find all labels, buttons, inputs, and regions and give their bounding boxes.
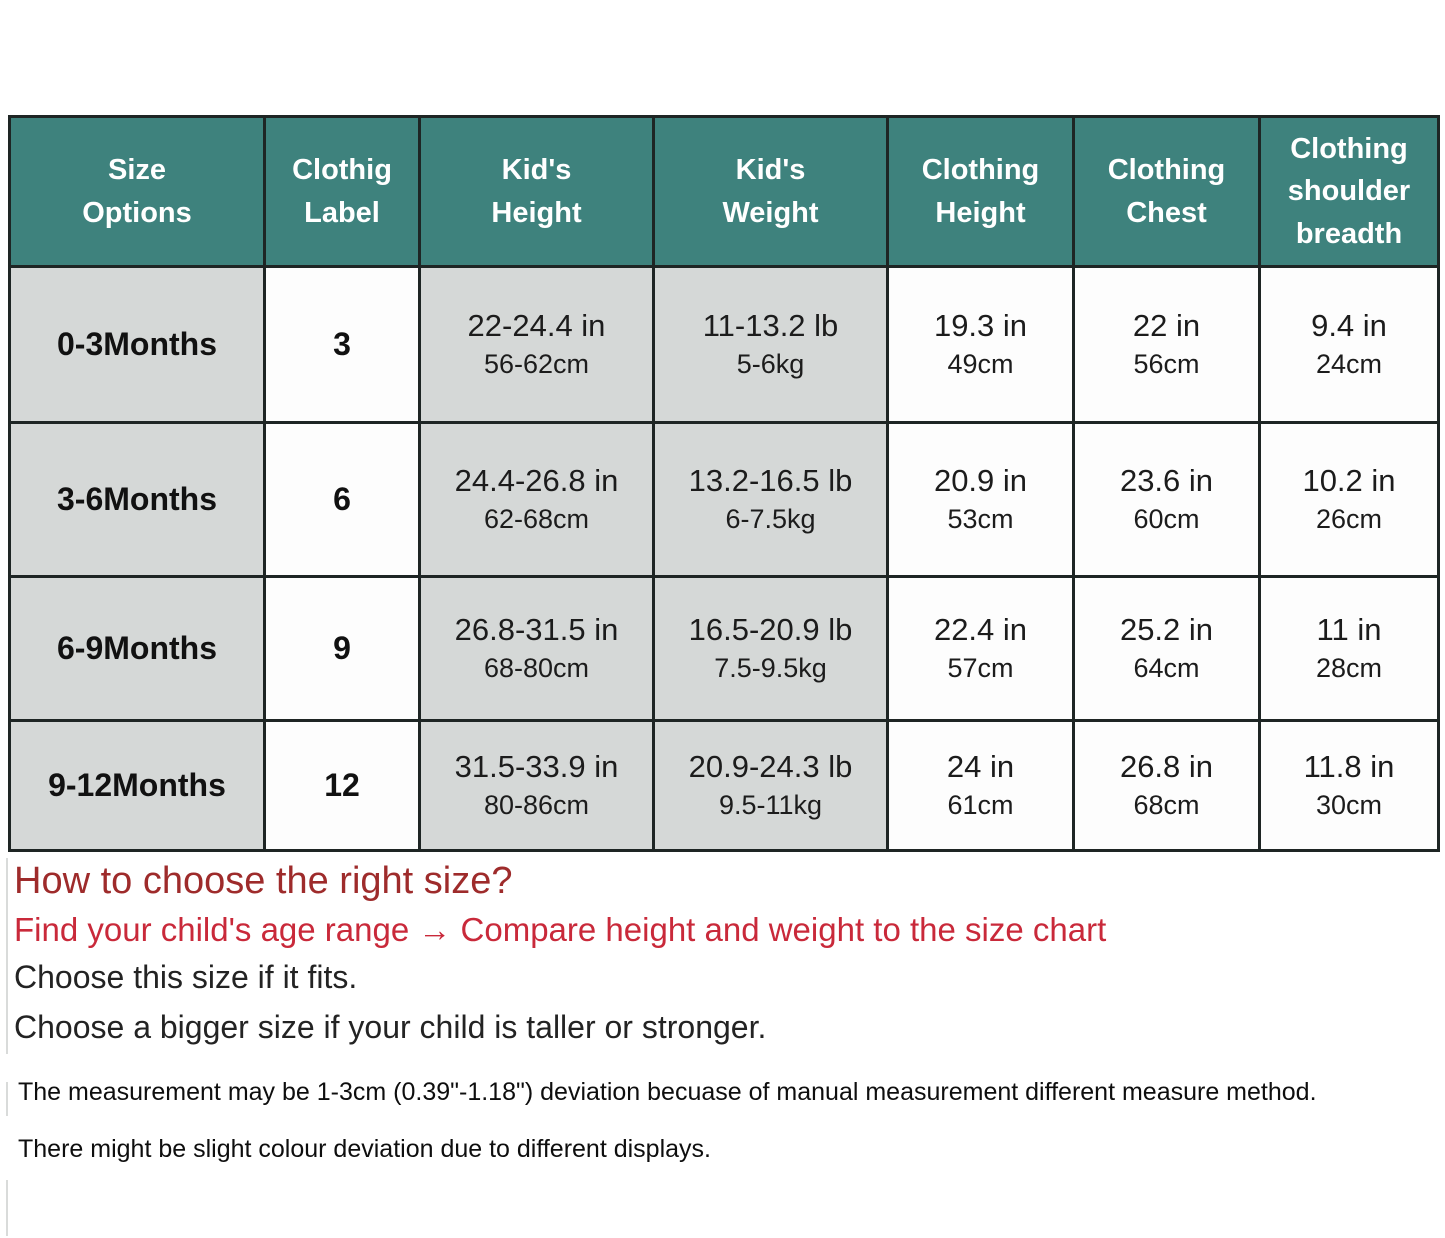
- cell-clothing-height: 19.3 in 49cm: [886, 265, 1075, 424]
- value-cm: 30cm: [1315, 790, 1383, 821]
- value-in: 26.8 in: [1119, 749, 1214, 785]
- cell-clothing-label: 3: [263, 265, 421, 424]
- cell-size: 6-9Months: [8, 575, 266, 722]
- guide-tip-fit: Choose this size if it fits.: [14, 959, 358, 995]
- value-cm: 56-62cm: [483, 349, 590, 380]
- cell-shoulder-breadth: 11 in 28cm: [1258, 575, 1440, 722]
- size-chart-table: Size Options Clothig Label Kid's Height …: [8, 115, 1440, 852]
- value-cm: 61cm: [947, 790, 1014, 821]
- cell-clothing-height: 22.4 in 57cm: [886, 575, 1075, 722]
- value-lb: 20.9-24.3 lb: [688, 749, 853, 785]
- value-in: 9.4 in: [1311, 308, 1387, 344]
- header-clothing-chest: Clothing Chest: [1072, 115, 1261, 268]
- cell-clothing-chest: 22 in 56cm: [1072, 265, 1261, 424]
- value-cm: 64cm: [1133, 653, 1200, 684]
- value-in: 23.6 in: [1119, 463, 1214, 499]
- cell-kid-height: 31.5-33.9 in 80-86cm: [418, 719, 655, 852]
- value-kg: 9.5-11kg: [718, 790, 823, 821]
- header-shoulder-breadth: Clothing shoulder breadth: [1258, 115, 1440, 268]
- table-row: 0-3Months 3 22-24.4 in 56-62cm 11-13.2 l…: [8, 265, 1440, 424]
- value-in: 24 in: [946, 749, 1015, 785]
- value-in: 22-24.4 in: [467, 308, 606, 344]
- value-cm: 26cm: [1315, 504, 1383, 535]
- cell-kid-weight: 11-13.2 lb 5-6kg: [652, 265, 889, 424]
- value-kg: 5-6kg: [736, 349, 805, 380]
- header-clothing-label: Clothig Label: [263, 115, 421, 268]
- value-cm: 53cm: [947, 504, 1014, 535]
- cell-kid-weight: 13.2-16.5 lb 6-7.5kg: [652, 421, 889, 578]
- value-cm: 68cm: [1133, 790, 1200, 821]
- cell-shoulder-breadth: 9.4 in 24cm: [1258, 265, 1440, 424]
- value-in: 20.9 in: [933, 463, 1028, 499]
- header-size-options: Size Options: [8, 115, 266, 268]
- value-in: 22.4 in: [933, 612, 1028, 648]
- value-in: 10.2 in: [1302, 463, 1396, 499]
- cell-size: 0-3Months: [8, 265, 266, 424]
- value-cm: 62-68cm: [483, 504, 590, 535]
- value-in: 22 in: [1132, 308, 1201, 344]
- table-row: 6-9Months 9 26.8-31.5 in 68-80cm 16.5-20…: [8, 575, 1440, 722]
- cell-clothing-label: 6: [263, 421, 421, 578]
- sizing-guide: How to choose the right size? Find your …: [14, 860, 1434, 1059]
- value-cm: 80-86cm: [483, 790, 590, 821]
- guide-tip-bigger: Choose a bigger size if your child is ta…: [14, 1009, 767, 1045]
- scan-edge-line: [6, 1082, 8, 1116]
- value-lb: 11-13.2 lb: [702, 308, 839, 344]
- value-kg: 6-7.5kg: [725, 504, 816, 535]
- guide-title: How to choose the right size?: [14, 860, 513, 902]
- cell-clothing-chest: 25.2 in 64cm: [1072, 575, 1261, 722]
- value-cm: 49cm: [947, 349, 1014, 380]
- cell-clothing-chest: 23.6 in 60cm: [1072, 421, 1261, 578]
- value-cm: 68-80cm: [483, 653, 590, 684]
- cell-shoulder-breadth: 10.2 in 26cm: [1258, 421, 1440, 578]
- cell-kid-height: 24.4-26.8 in 62-68cm: [418, 421, 655, 578]
- value-in: 19.3 in: [933, 308, 1028, 344]
- disclaimer-notes: The measurement may be 1-3cm (0.39"-1.18…: [18, 1078, 1438, 1192]
- value-cm: 57cm: [947, 653, 1014, 684]
- value-kg: 7.5-9.5kg: [714, 653, 827, 684]
- guide-step: Find your child's age range → Compare he…: [14, 911, 1107, 948]
- value-cm: 56cm: [1133, 349, 1200, 380]
- table-row: 9-12Months 12 31.5-33.9 in 80-86cm 20.9-…: [8, 719, 1440, 852]
- scan-edge-line: [6, 1180, 8, 1236]
- table-row: 3-6Months 6 24.4-26.8 in 62-68cm 13.2-16…: [8, 421, 1440, 578]
- header-clothing-height: Clothing Height: [886, 115, 1075, 268]
- value-cm: 28cm: [1315, 653, 1383, 684]
- cell-clothing-height: 24 in 61cm: [886, 719, 1075, 852]
- note-colour-deviation: There might be slight colour deviation d…: [18, 1135, 711, 1163]
- note-measurement-deviation: The measurement may be 1-3cm (0.39"-1.18…: [18, 1078, 1317, 1106]
- value-cm: 60cm: [1133, 504, 1200, 535]
- value-in: 26.8-31.5 in: [454, 612, 619, 648]
- value-cm: 24cm: [1315, 349, 1383, 380]
- cell-kid-height: 26.8-31.5 in 68-80cm: [418, 575, 655, 722]
- value-in: 11 in: [1316, 612, 1382, 648]
- cell-kid-weight: 16.5-20.9 lb 7.5-9.5kg: [652, 575, 889, 722]
- cell-size: 9-12Months: [8, 719, 266, 852]
- cell-size: 3-6Months: [8, 421, 266, 578]
- cell-clothing-height: 20.9 in 53cm: [886, 421, 1075, 578]
- table-header-row: Size Options Clothig Label Kid's Height …: [8, 115, 1440, 268]
- scan-edge-line: [6, 858, 8, 1054]
- value-lb: 13.2-16.5 lb: [688, 463, 853, 499]
- value-in: 31.5-33.9 in: [454, 749, 619, 785]
- value-lb: 16.5-20.9 lb: [688, 612, 853, 648]
- value-in: 24.4-26.8 in: [454, 463, 619, 499]
- header-kids-weight: Kid's Weight: [652, 115, 889, 268]
- cell-shoulder-breadth: 11.8 in 30cm: [1258, 719, 1440, 852]
- cell-clothing-label: 9: [263, 575, 421, 722]
- cell-kid-weight: 20.9-24.3 lb 9.5-11kg: [652, 719, 889, 852]
- cell-clothing-chest: 26.8 in 68cm: [1072, 719, 1261, 852]
- value-in: 11.8 in: [1303, 749, 1395, 785]
- cell-kid-height: 22-24.4 in 56-62cm: [418, 265, 655, 424]
- header-kids-height: Kid's Height: [418, 115, 655, 268]
- value-in: 25.2 in: [1119, 612, 1214, 648]
- cell-clothing-label: 12: [263, 719, 421, 852]
